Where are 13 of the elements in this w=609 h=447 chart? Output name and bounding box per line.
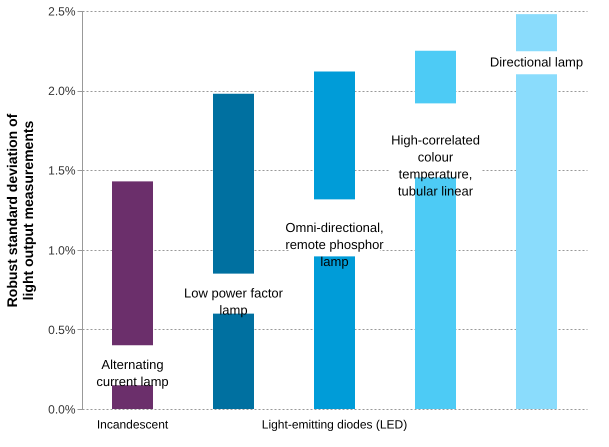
y-tick-label: 2.5% — [48, 4, 76, 18]
text: light output measurements — [20, 120, 36, 300]
y-tick-label: 1.5% — [48, 164, 76, 178]
annotation: Omni-directional, remote phosphor lamp — [285, 220, 384, 269]
y-tick-label: 0.5% — [48, 322, 76, 337]
x-tick-label: Light-emitting diodes (LED) — [262, 418, 408, 432]
y-tick-label: 0.0% — [48, 402, 76, 416]
annotation: Directional lamp — [490, 54, 584, 70]
annotation: Alternating current lamp — [96, 357, 169, 390]
text: Robust standard deviation of — [4, 114, 20, 308]
x-tick-label: Incandescent — [96, 418, 169, 432]
y-tick-label: 2.0% — [48, 84, 76, 98]
y-tick-label: 1.0% — [48, 243, 76, 258]
